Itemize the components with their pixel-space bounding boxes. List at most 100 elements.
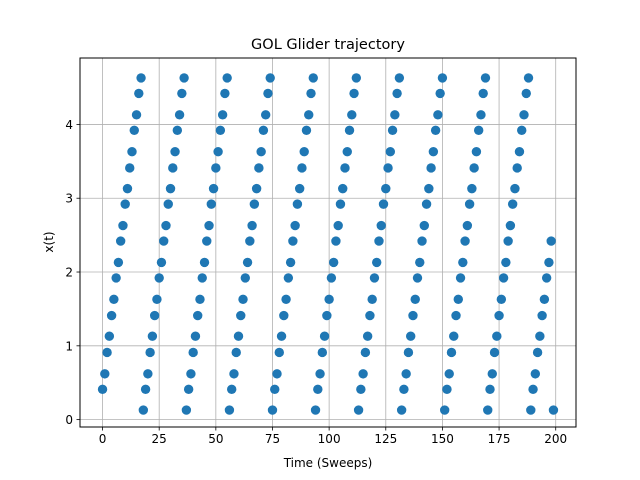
data-point: [376, 220, 386, 231]
data-point: [467, 183, 477, 194]
data-point: [172, 125, 183, 136]
data-point: [136, 73, 146, 83]
data-point: [322, 310, 332, 321]
data-point: [111, 273, 121, 283]
data-point: [392, 88, 402, 99]
data-point: [496, 294, 507, 305]
data-point: [313, 384, 323, 395]
data-point: [460, 236, 470, 246]
data-point: [435, 88, 445, 99]
scatter-series: [97, 73, 559, 415]
data-point: [478, 88, 488, 99]
data-point: [127, 147, 137, 157]
data-point: [519, 110, 529, 120]
data-point: [535, 331, 545, 341]
data-point: [390, 110, 400, 120]
data-point: [485, 384, 495, 395]
data-point: [177, 88, 187, 99]
data-point: [106, 310, 117, 321]
x-tick-label: 175: [488, 432, 511, 446]
data-point: [238, 294, 248, 305]
data-point: [394, 73, 405, 83]
x-axis: 0 25 50 75 100 125 150 175 200: [99, 427, 567, 446]
data-point: [548, 405, 559, 415]
data-point: [469, 163, 479, 173]
data-point: [401, 369, 411, 379]
data-point: [260, 110, 271, 120]
data-point: [193, 310, 203, 321]
data-point: [310, 405, 321, 415]
data-point: [358, 369, 368, 379]
data-point: [159, 236, 169, 246]
data-point: [539, 294, 550, 305]
data-point: [449, 331, 459, 341]
data-point: [315, 369, 325, 379]
data-point: [224, 405, 235, 415]
data-point: [181, 405, 192, 415]
data-point: [104, 331, 115, 341]
data-point: [168, 163, 178, 173]
data-point: [97, 384, 108, 395]
data-point: [199, 257, 210, 268]
data-point: [227, 384, 237, 395]
data-point: [118, 220, 128, 231]
data-point: [154, 273, 164, 283]
data-point: [512, 163, 522, 173]
data-point: [292, 199, 303, 209]
data-point: [433, 110, 443, 120]
x-tick-label: 75: [265, 432, 280, 446]
data-point: [424, 183, 434, 194]
data-point: [254, 163, 264, 173]
data-point: [186, 369, 196, 379]
y-tick-label: 3: [65, 192, 73, 206]
data-point: [145, 347, 155, 358]
data-point: [208, 183, 219, 194]
data-point: [458, 257, 468, 268]
data-point: [412, 273, 423, 283]
data-point: [251, 183, 262, 194]
data-point: [267, 405, 278, 415]
data-point: [285, 257, 296, 268]
data-point: [231, 347, 241, 358]
y-axis-label: x(t): [42, 231, 56, 252]
data-point: [372, 257, 382, 268]
data-point: [328, 257, 339, 268]
data-point: [276, 331, 287, 341]
data-point: [403, 347, 414, 358]
data-point: [356, 384, 366, 395]
data-point: [308, 73, 318, 83]
data-point: [115, 236, 126, 246]
data-point: [222, 73, 232, 83]
x-tick-label: 25: [152, 432, 167, 446]
data-point: [523, 73, 534, 83]
data-point: [134, 88, 144, 99]
data-point: [530, 369, 541, 379]
data-point: [297, 163, 307, 173]
data-point: [140, 384, 151, 395]
data-point: [324, 294, 334, 305]
data-point: [156, 257, 167, 268]
data-point: [444, 369, 454, 379]
data-point: [240, 273, 250, 283]
data-point: [517, 125, 527, 136]
data-point: [514, 147, 525, 157]
data-point: [526, 405, 536, 415]
data-point: [473, 125, 484, 136]
data-point: [202, 236, 212, 246]
data-point: [125, 163, 135, 173]
data-point: [152, 294, 162, 305]
data-point: [446, 347, 457, 358]
data-point: [378, 199, 389, 209]
y-tick-label: 0: [65, 413, 73, 427]
data-point: [197, 273, 207, 283]
data-point: [109, 294, 119, 305]
data-point: [147, 331, 158, 341]
x-tick-label: 50: [208, 432, 223, 446]
data-point: [426, 163, 436, 173]
data-point: [247, 220, 257, 231]
data-point: [335, 199, 346, 209]
data-point: [338, 183, 348, 194]
data-point: [170, 147, 180, 157]
data-point: [331, 236, 341, 246]
